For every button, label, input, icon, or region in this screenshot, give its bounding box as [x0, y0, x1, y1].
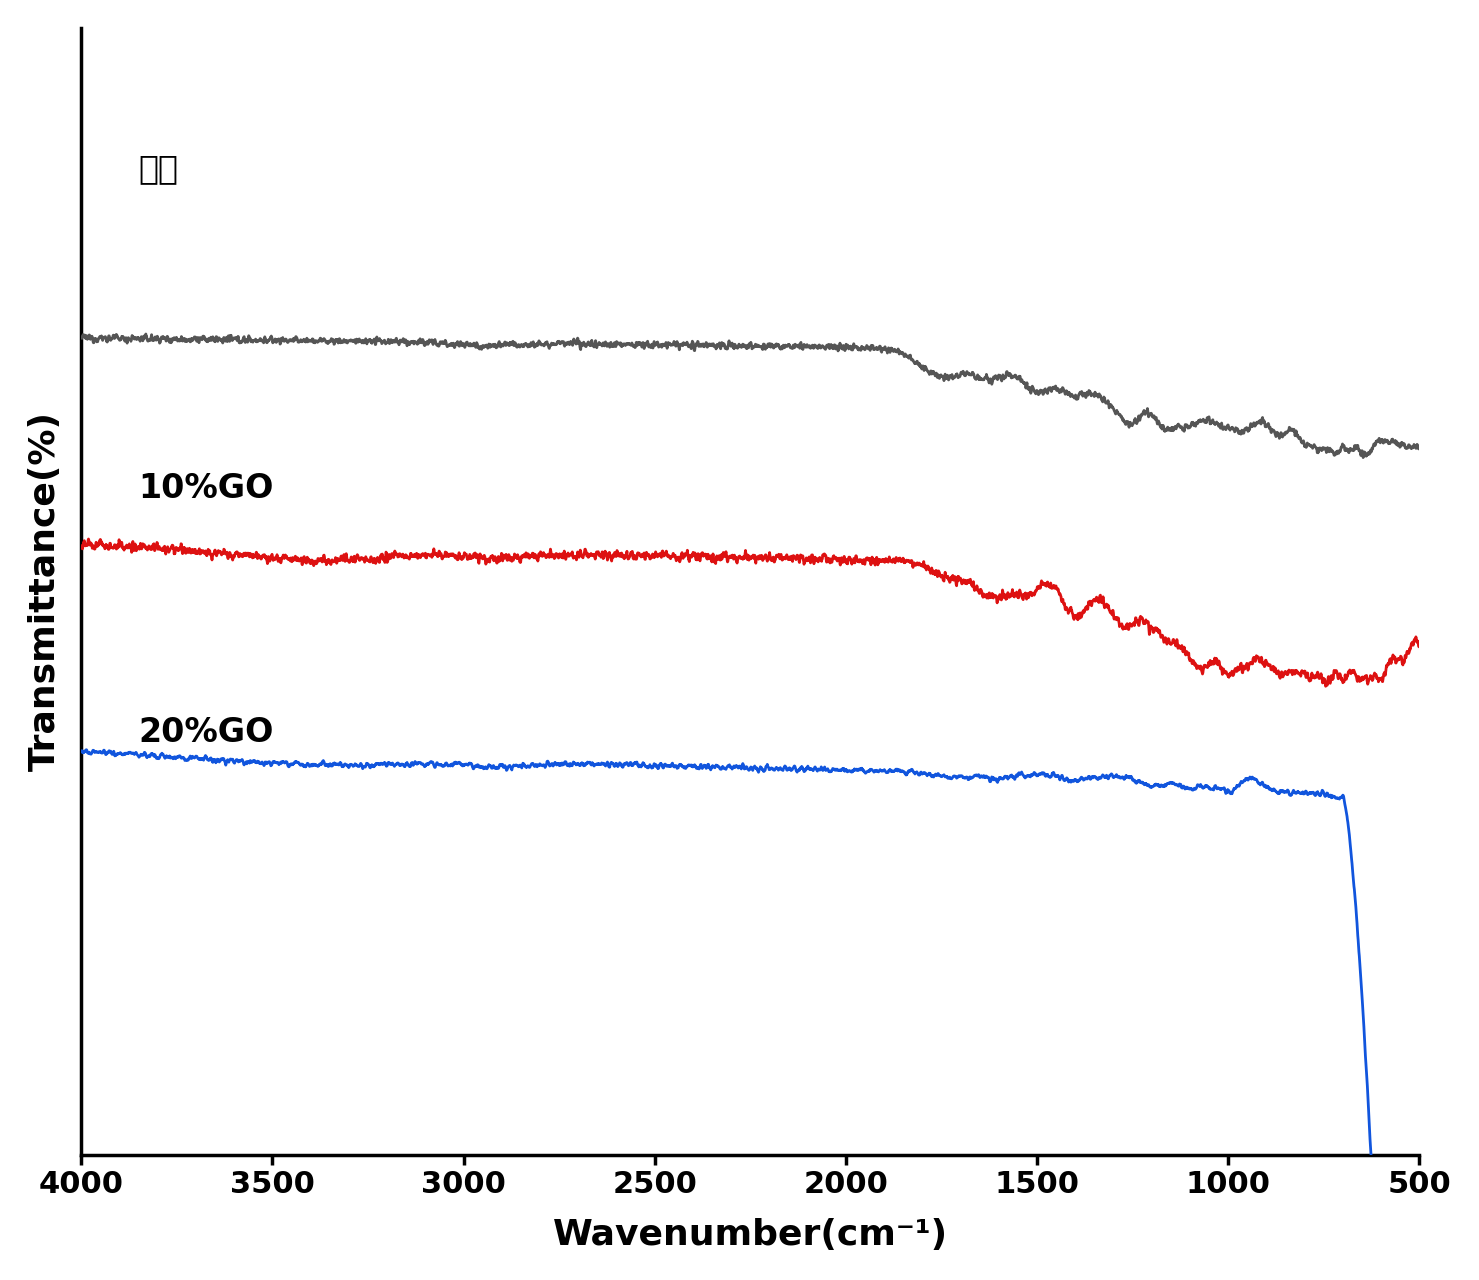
Y-axis label: Transmittance(%): Transmittance(%) — [28, 411, 62, 772]
Text: 20%GO: 20%GO — [139, 716, 274, 749]
Text: 聚酩: 聚酩 — [139, 152, 179, 186]
Text: 10%GO: 10%GO — [139, 471, 274, 504]
X-axis label: Wavenumber(cm⁻¹): Wavenumber(cm⁻¹) — [553, 1219, 948, 1252]
